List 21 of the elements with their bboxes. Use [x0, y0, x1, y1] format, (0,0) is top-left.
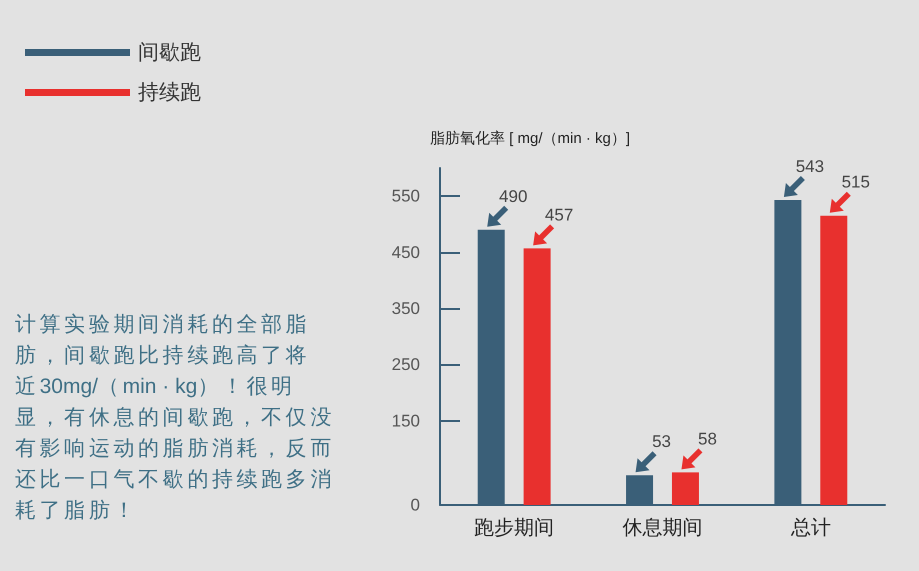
bar	[524, 248, 551, 505]
y-tick-label: 550	[392, 186, 420, 206]
data-label: 457	[544, 205, 574, 224]
data-label: 58	[698, 429, 717, 448]
bar	[672, 472, 699, 505]
y-tick-label: 150	[392, 411, 420, 430]
y-axis-title: 脂肪氧化率 [ mg/（min · kg）]	[430, 130, 630, 147]
data-label: 543	[796, 157, 824, 176]
x-tick-label: 总计	[790, 517, 831, 539]
x-tick-label: 跑步期间	[474, 517, 554, 539]
y-tick-label: 250	[392, 355, 420, 374]
y-tick-label: 450	[392, 242, 420, 262]
bar	[820, 216, 848, 505]
x-tick-label: 休息期间	[622, 517, 702, 539]
legend-label: 间歇跑	[138, 41, 201, 64]
data-label: 515	[842, 172, 870, 192]
legend-label: 持续跑	[138, 81, 201, 104]
y-tick-label: 350	[392, 298, 420, 318]
data-label: 490	[499, 186, 528, 206]
data-label: 53	[652, 432, 672, 452]
y-tick-label: 0	[410, 496, 420, 514]
